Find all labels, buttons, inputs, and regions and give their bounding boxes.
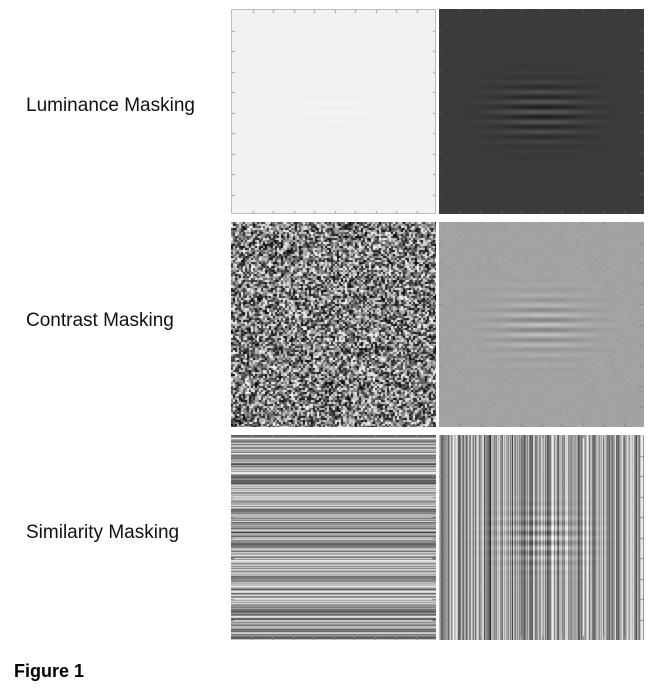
contrast-masked-panel xyxy=(439,222,644,427)
similarity-mask-panel xyxy=(231,435,436,640)
luminance-masked-panel xyxy=(439,9,644,214)
contrast-masked-image xyxy=(439,222,644,427)
luminance-mask-panel xyxy=(231,9,436,214)
row-label-luminance: Luminance Masking xyxy=(26,95,195,116)
row-label-similarity: Similarity Masking xyxy=(26,522,180,543)
luminance-mask-image xyxy=(232,10,435,213)
contrast-mask-panel xyxy=(231,222,436,427)
luminance-masked-image xyxy=(439,9,644,214)
similarity-mask-image xyxy=(231,435,436,640)
figure-caption: Figure 1 xyxy=(14,661,85,681)
contrast-mask-image xyxy=(231,222,436,427)
similarity-masked-image xyxy=(439,435,644,640)
similarity-masked-panel xyxy=(439,435,644,640)
row-label-contrast: Contrast Masking xyxy=(26,310,174,331)
